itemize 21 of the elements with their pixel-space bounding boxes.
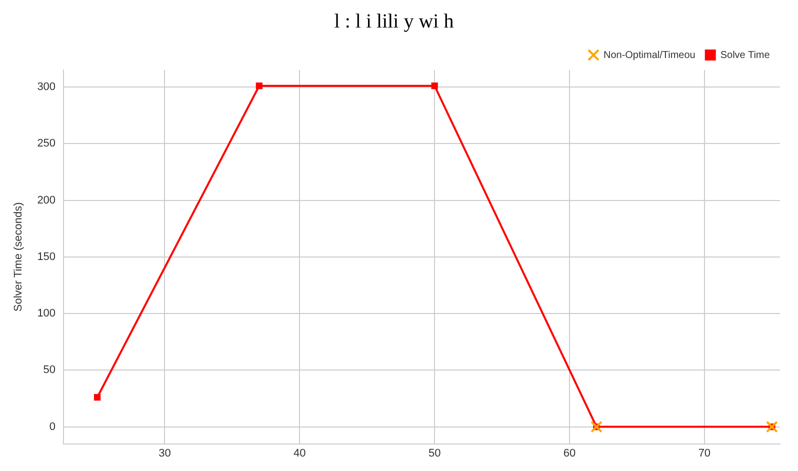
y-tick-label: 300: [37, 81, 56, 94]
y-tick-label: 0: [49, 420, 56, 433]
x-tick-label: 60: [563, 447, 576, 460]
y-tick-label: 250: [37, 138, 56, 150]
point: [590, 420, 602, 433]
x-tick-label: 70: [698, 447, 711, 460]
point: [431, 82, 438, 90]
point: [94, 394, 101, 401]
point: [256, 82, 263, 90]
legend-label: Non-Optimal/Timeou: [603, 50, 696, 61]
y-axis-title: Solver Time (seconds): [12, 202, 25, 312]
y-tick-label: 100: [37, 308, 56, 320]
x-tick-label: 50: [428, 447, 441, 460]
x-tick-label: 40: [294, 447, 306, 460]
point: [766, 420, 778, 433]
y-tick-label: 50: [43, 364, 56, 376]
x-tick-label: 30: [158, 447, 171, 460]
legend-label: Solve Time: [720, 50, 770, 61]
chart-title: l : l i lili y wi h: [334, 10, 454, 32]
y-tick-label: 200: [37, 194, 56, 206]
y-tick-label: 150: [37, 250, 56, 263]
